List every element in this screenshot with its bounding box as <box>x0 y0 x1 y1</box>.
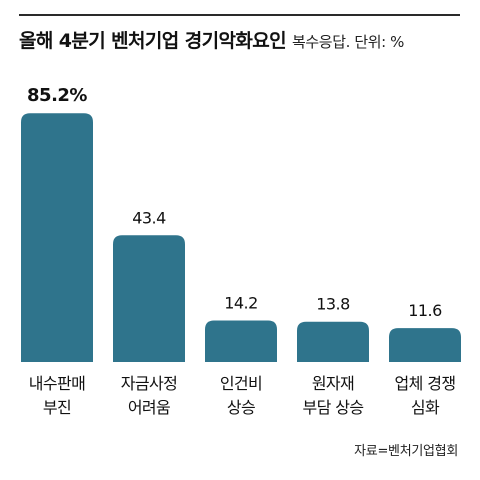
chart-title: 올해 4분기 벤처기업 경기악화요인 <box>19 30 287 52</box>
bar-4 <box>389 328 461 362</box>
value-label-3: 13.8 <box>316 295 350 314</box>
top-rule <box>19 14 460 16</box>
chart-header: 올해 4분기 벤처기업 경기악화요인 복수응답. 단위: % <box>19 26 404 53</box>
category-label-1-line-0: 자금사정 <box>121 374 177 393</box>
bar-1 <box>113 235 185 362</box>
category-label-1-line-1: 어려움 <box>128 398 170 417</box>
category-label-4-line-0: 업체 경쟁 <box>395 374 456 393</box>
chart-subtitle: 복수응답. 단위: % <box>292 33 405 51</box>
value-label-1: 43.4 <box>132 208 166 227</box>
value-label-4: 11.6 <box>408 301 442 320</box>
category-label-2-line-0: 인건비 <box>220 374 262 393</box>
category-label-3-line-1: 부담 상승 <box>303 398 364 417</box>
bar-3 <box>297 321 369 362</box>
value-label-0: 85.2% <box>27 85 87 106</box>
category-label-4-line-1: 심화 <box>411 398 440 417</box>
bar-0 <box>21 113 93 362</box>
value-label-2: 14.2 <box>224 294 258 313</box>
category-label-2-line-1: 상승 <box>227 398 255 417</box>
category-label-0-line-1: 부진 <box>43 398 71 417</box>
bar-2 <box>205 320 277 362</box>
source-note: 자료=벤처기업협회 <box>354 444 458 459</box>
category-label-0-line-0: 내수판매 <box>29 374 85 393</box>
category-label-3-line-0: 원자재 <box>312 374 354 393</box>
